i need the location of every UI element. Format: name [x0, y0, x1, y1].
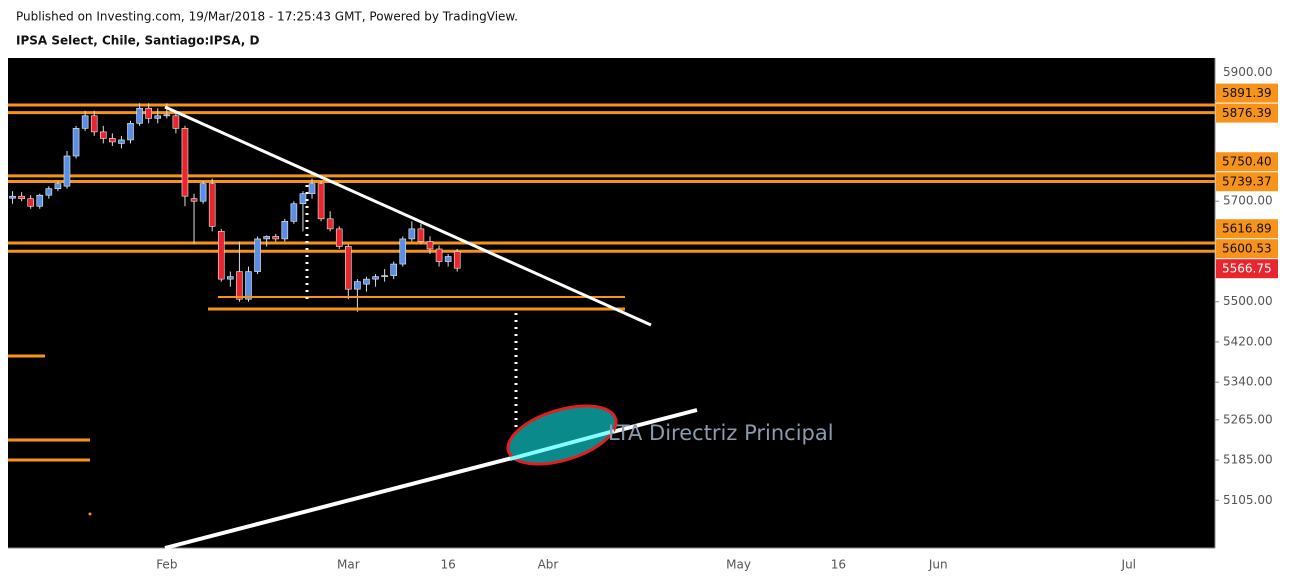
level-label-box [1216, 103, 1278, 123]
level-label-box [1216, 152, 1278, 172]
candle-body [227, 276, 234, 280]
x-tick-label: Feb [156, 558, 177, 572]
candle-body [453, 251, 461, 269]
level-label: 5739.37 [1222, 175, 1272, 189]
x-tick-label: Jun [928, 558, 948, 572]
y-tick-label: 5700.00 [1223, 194, 1273, 208]
candle-body [181, 128, 189, 197]
x-tick-label: 16 [831, 558, 846, 572]
highlight-line [509, 429, 615, 461]
candle-body [118, 139, 125, 144]
candle-body [190, 198, 198, 202]
y-tick-label: 5420.00 [1223, 334, 1273, 348]
x-tick-label: Mar [337, 558, 360, 572]
candle-body [381, 275, 388, 277]
candle-body [372, 276, 379, 280]
candle-body [99, 131, 107, 139]
y-tick-label: 5265.00 [1223, 412, 1273, 426]
level-label-box [1216, 239, 1278, 259]
candle-body [109, 138, 116, 143]
last-price-label: 5566.75 [1222, 262, 1272, 276]
candle-body [63, 155, 71, 187]
x-tick-label: Jul [1121, 558, 1136, 572]
level-label: 5600.53 [1222, 242, 1272, 256]
candle-body [308, 183, 316, 194]
level-label-box [1216, 219, 1278, 239]
level-label: 5891.39 [1222, 86, 1272, 100]
candle-body [45, 188, 53, 196]
candle-body [136, 107, 143, 124]
candle-body [417, 228, 425, 242]
candle-body [127, 123, 134, 141]
candle-body [36, 194, 44, 207]
candle-body [345, 246, 352, 290]
candle-body [18, 195, 25, 200]
level-label: 5876.39 [1222, 106, 1272, 120]
candle-body [72, 128, 80, 157]
marks [8, 103, 1215, 312]
candle-body [272, 236, 280, 240]
candle-body [154, 115, 162, 119]
candle-body [236, 271, 243, 300]
x-tick-label: Abr [538, 558, 559, 572]
candle-body [444, 256, 452, 262]
candle-body [326, 218, 334, 230]
level-label-box [1216, 172, 1278, 192]
candle-body [90, 115, 98, 133]
last-price-box [1216, 259, 1278, 279]
candle-body [281, 221, 289, 240]
dot [88, 512, 92, 516]
symbol-title: IPSA Select, Chile, Santiago:IPSA, D [16, 34, 259, 48]
candle-body [299, 193, 307, 205]
candle-body [435, 248, 443, 262]
candle-body [245, 271, 252, 300]
candle-body [172, 115, 180, 129]
y-tick-label: 5185.00 [1223, 453, 1273, 467]
candle-body [399, 238, 407, 265]
candle-body [208, 183, 216, 227]
candle-body [54, 183, 62, 189]
candle-body [390, 263, 397, 276]
candle-body [9, 195, 16, 199]
candle-body [81, 115, 89, 129]
candle-body [354, 281, 361, 290]
x-tick-label: 16 [441, 558, 456, 572]
candle-body [363, 278, 370, 285]
candle-body [163, 114, 171, 117]
candle-body [335, 228, 343, 247]
candle-body [317, 183, 325, 220]
x-tick-label: May [726, 558, 751, 572]
candle-body [145, 107, 152, 119]
axis-labels: Feb Mar 16 Abr May 16 Jun Jul 5900.00 5891.39 5876… [156, 65, 1278, 572]
plot-area [8, 58, 1215, 548]
candle-body [290, 203, 298, 222]
candle-body [27, 198, 34, 207]
target-ellipse [506, 404, 618, 466]
annotation: LTA Directriz Principal [608, 421, 834, 445]
candle-body [254, 238, 261, 272]
candle-body [199, 183, 207, 202]
published-note: Published on Investing.com, 19/Mar/2018 … [16, 10, 518, 24]
trendline [164, 105, 652, 327]
level-label: 5750.40 [1222, 155, 1272, 169]
candle-body [263, 236, 270, 240]
y-tick-label: 5900.00 [1223, 65, 1273, 79]
level-label: 5616.89 [1222, 222, 1272, 236]
y-tick-label: 5500.00 [1223, 294, 1273, 308]
drawings: LTA Directriz Principal [8, 105, 834, 550]
candle-body [408, 228, 416, 240]
level-label-box [1216, 83, 1278, 103]
y-tick-label: 5340.00 [1223, 375, 1273, 389]
y-tick-label: 5105.00 [1223, 493, 1273, 507]
candle-body [426, 241, 434, 250]
candle-body [217, 231, 225, 280]
